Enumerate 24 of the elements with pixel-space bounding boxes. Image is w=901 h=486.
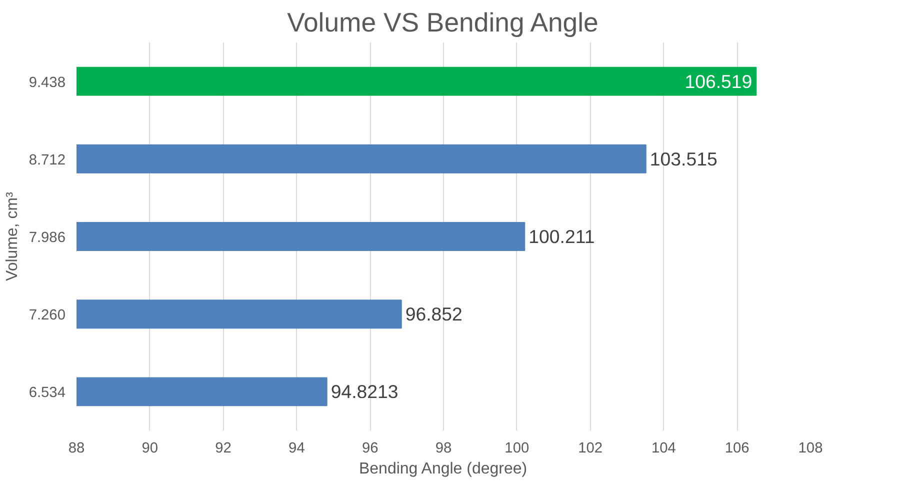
x-tick-label: 96	[362, 440, 378, 456]
data-label: 103.515	[650, 148, 718, 170]
x-tick-label: 104	[651, 440, 676, 456]
x-tick-label: 108	[798, 440, 823, 456]
y-tick-label: 9.438	[28, 74, 66, 91]
y-axis-title: Volume, cm³	[4, 191, 21, 281]
data-label: 96.852	[405, 304, 462, 325]
y-tick-label: 7.986	[28, 230, 66, 246]
x-tick-label: 92	[215, 440, 232, 456]
x-tick-label: 98	[435, 440, 452, 456]
x-tick-label: 94	[288, 440, 305, 456]
x-tick-label: 102	[578, 440, 603, 456]
x-tick-label: 88	[68, 440, 85, 456]
x-tick-label: 100	[504, 440, 530, 456]
x-tick-label: 106	[724, 440, 750, 456]
data-label: 100.211	[528, 226, 595, 247]
data-label: 106.519	[684, 70, 752, 92]
y-tick-label: 6.534	[28, 385, 66, 402]
y-tick-label: 8.712	[28, 152, 66, 168]
chart-title: Volume VS Bending Angle	[287, 8, 598, 38]
x-axis-title: Bending Angle (degree)	[358, 460, 528, 478]
x-tick-label: 90	[142, 440, 158, 456]
y-tick-label: 7.260	[28, 308, 66, 324]
data-label: 94.8213	[330, 381, 398, 402]
